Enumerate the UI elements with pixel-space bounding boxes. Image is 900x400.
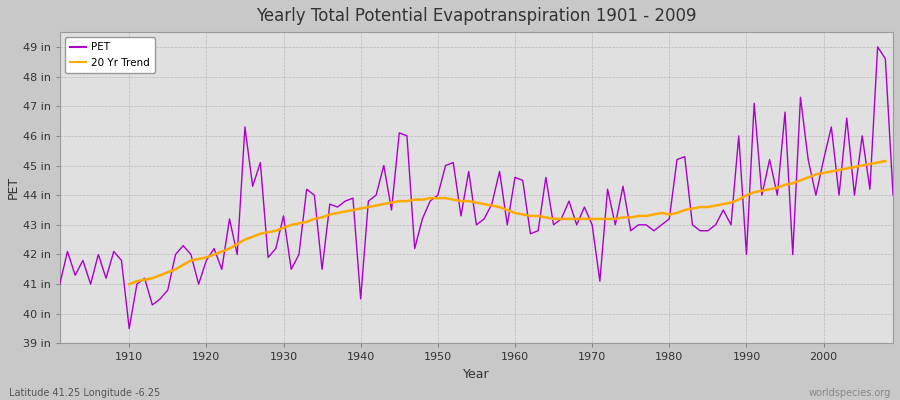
Legend: PET, 20 Yr Trend: PET, 20 Yr Trend [65,37,155,73]
Y-axis label: PET: PET [7,176,20,199]
Title: Yearly Total Potential Evapotranspiration 1901 - 2009: Yearly Total Potential Evapotranspiratio… [256,7,697,25]
X-axis label: Year: Year [464,368,490,381]
Text: worldspecies.org: worldspecies.org [809,388,891,398]
Text: Latitude 41.25 Longitude -6.25: Latitude 41.25 Longitude -6.25 [9,388,160,398]
